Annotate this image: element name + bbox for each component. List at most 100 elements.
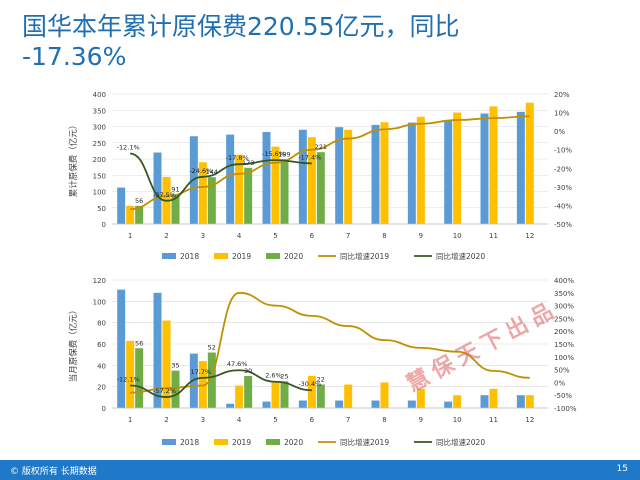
y-tick-label: 250: [93, 140, 106, 148]
bar-data-label: 173: [242, 159, 254, 167]
bar-data-label: 221: [315, 143, 327, 151]
bar-2019: [271, 146, 280, 224]
y-tick-label: 60: [97, 341, 106, 349]
y-tick-label: 100: [93, 189, 106, 197]
bar-2020: [280, 159, 289, 224]
growth-data-label: -57.2%: [153, 387, 176, 395]
x-tick-label: 5: [273, 416, 277, 424]
legend-swatch: [162, 439, 176, 445]
x-tick-label: 11: [489, 416, 498, 424]
bar-2019: [525, 395, 534, 408]
page-title-line2: -17.36%: [22, 42, 127, 71]
line-同比增速2020: [130, 369, 312, 398]
bar-2018: [298, 129, 307, 224]
bar-2018: [335, 127, 344, 224]
bar-2019: [416, 388, 425, 408]
y2-tick-label: 0%: [554, 379, 565, 387]
bar-2019: [198, 361, 207, 408]
bar-2019: [235, 154, 244, 224]
y-tick-label: 150: [93, 172, 106, 180]
bar-2019: [380, 122, 389, 224]
y-tick-label: 400: [93, 91, 106, 99]
bar-2020: [280, 381, 289, 408]
y2-tick-label: -20%: [554, 165, 572, 173]
y-tick-label: 40: [97, 362, 106, 370]
legend-label: 2019: [232, 252, 251, 261]
y2-tick-label: 200%: [554, 328, 574, 336]
y2-tick-label: 0%: [554, 128, 565, 136]
legend-swatch: [266, 439, 280, 445]
bar-2018: [371, 124, 380, 224]
bar-2020: [171, 194, 180, 224]
bar-2019: [126, 340, 135, 408]
growth-data-label: 2.6%: [265, 372, 282, 380]
growth-data-label: -15.6%: [262, 150, 285, 158]
x-tick-label: 1: [128, 416, 132, 424]
y-tick-label: 120: [93, 277, 106, 285]
y2-tick-label: 350%: [554, 290, 574, 298]
legend-swatch: [162, 253, 176, 259]
y-tick-label: 100: [93, 298, 106, 306]
x-tick-label: 1: [128, 232, 132, 240]
bar-data-label: 22: [317, 376, 325, 384]
bar-data-label: 35: [171, 362, 179, 370]
line-同比增速2019: [130, 291, 530, 394]
bar-2020: [207, 352, 216, 408]
bar-2018: [444, 120, 453, 224]
y2-tick-label: -100%: [554, 405, 577, 413]
bar-data-label: 199: [278, 150, 290, 158]
legend-swatch: [214, 253, 228, 259]
legend-label: 2018: [180, 438, 199, 447]
x-tick-label: 9: [419, 232, 423, 240]
bar-2020: [135, 205, 144, 224]
bar-2018: [262, 401, 271, 408]
legend-label: 2020: [284, 252, 303, 261]
bar-2019: [198, 162, 207, 224]
legend-swatch: [266, 253, 280, 259]
y2-tick-label: -50%: [554, 392, 572, 400]
y2-tick-label: -30%: [554, 184, 572, 192]
bar-2018: [153, 292, 162, 408]
y-tick-label: 200: [93, 156, 106, 164]
x-tick-label: 3: [201, 416, 205, 424]
footer-bar: © 版权所有 长期数据 15: [0, 460, 640, 480]
legend-label: 同比增速2019: [340, 251, 389, 261]
bar-2019: [307, 137, 316, 224]
legend-label: 2019: [232, 438, 251, 447]
growth-data-label: -37.5%: [153, 191, 176, 199]
bar-2018: [298, 400, 307, 408]
bar-2018: [117, 289, 126, 408]
x-tick-label: 10: [453, 416, 462, 424]
growth-data-label: 17.7%: [191, 368, 212, 376]
y2-tick-label: 250%: [554, 315, 574, 323]
growth-data-label: 47.6%: [227, 360, 248, 368]
bar-2020: [135, 348, 144, 408]
legend-label: 2018: [180, 252, 199, 261]
x-tick-label: 10: [453, 232, 462, 240]
bar-data-label: 91: [171, 185, 179, 193]
bar-data-label: 52: [208, 344, 216, 352]
line-同比增速2020: [129, 152, 312, 202]
x-tick-label: 7: [346, 416, 350, 424]
x-tick-label: 2: [164, 416, 168, 424]
y2-tick-label: 150%: [554, 341, 574, 349]
y-tick-label: 50: [97, 205, 106, 213]
bar-2018: [516, 111, 525, 224]
page-number: 15: [616, 464, 628, 474]
bar-2020: [316, 384, 325, 408]
growth-data-label: -30.4%: [298, 380, 321, 388]
bar-2019: [525, 102, 534, 224]
bar-2019: [489, 388, 498, 408]
y-tick-label: 80: [97, 320, 106, 328]
page-title: 国华本年累计原保费220.55亿元，同比 -17.36%: [22, 12, 622, 72]
y2-tick-label: 50%: [554, 367, 570, 375]
y-tick-label: 300: [93, 124, 106, 132]
bar-data-label: 30: [244, 367, 252, 375]
bar-2020: [316, 152, 325, 224]
growth-data-label: -12.1%: [117, 375, 140, 383]
x-tick-label: 11: [489, 232, 498, 240]
y2-tick-label: 400%: [554, 277, 574, 285]
bar-2020: [244, 376, 253, 408]
bar-2018: [480, 113, 489, 224]
x-tick-label: 7: [346, 232, 350, 240]
